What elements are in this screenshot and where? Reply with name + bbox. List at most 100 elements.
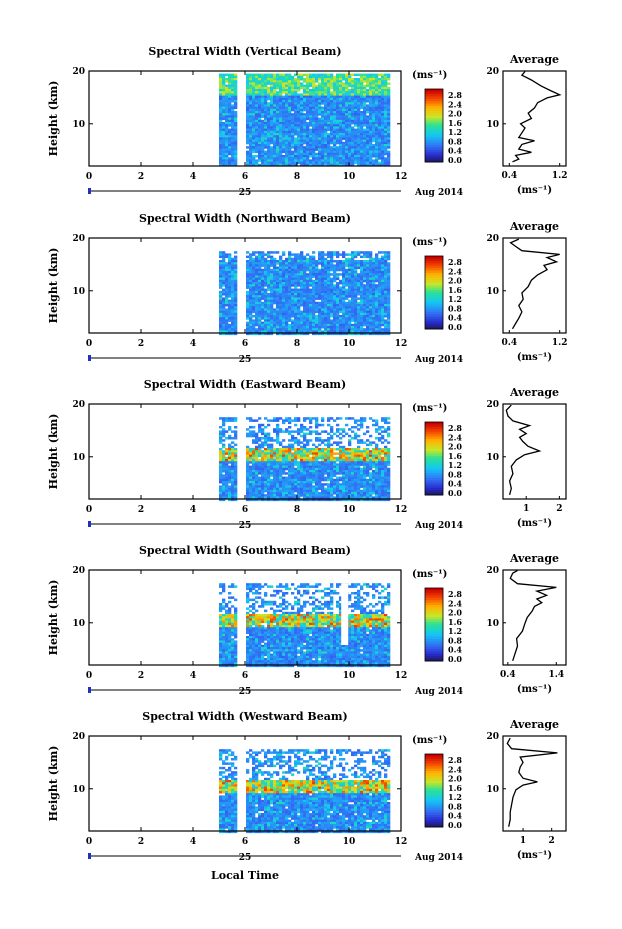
heatmap-cell: [300, 304, 304, 307]
heatmap-cell: [285, 321, 289, 325]
heatmap-cell: [258, 321, 262, 325]
heatmap-cell: [276, 321, 280, 325]
heatmap-cell: [276, 450, 280, 453]
heatmap-cell: [258, 312, 262, 316]
heatmap-cell: [285, 456, 289, 460]
heatmap-cell: [357, 275, 361, 278]
heatmap-cell: [294, 161, 298, 165]
heatmap-cell: [273, 93, 277, 96]
heatmap-cell: [315, 93, 319, 96]
heatmap-cell: [303, 304, 307, 307]
heatmap-cell: [387, 293, 391, 296]
heatmap-cell: [276, 310, 280, 314]
heatmap-cell: [264, 260, 268, 263]
heatmap-cell: [288, 312, 292, 316]
heatmap-cell: [303, 102, 307, 105]
heatmap-cell: [255, 260, 259, 263]
heatmap-cell: [231, 332, 235, 336]
heatmap-cell: [342, 326, 346, 329]
heatmap-cell: [372, 423, 376, 427]
heatmap-cell: [258, 293, 262, 296]
heatmap-cell: [288, 122, 292, 125]
heatmap-cell: [246, 78, 250, 81]
heatmap-cell: [369, 308, 373, 311]
heatmap-cell: [273, 108, 277, 112]
heatmap-cell: [315, 75, 319, 79]
heatmap-cell: [270, 419, 274, 422]
heatmap-cell: [249, 104, 253, 107]
heatmap-cell: [270, 152, 274, 156]
heatmap-cell: [381, 306, 385, 309]
heatmap-cell: [285, 155, 289, 158]
heatmap-cell: [321, 271, 325, 274]
heatmap-cell: [375, 271, 379, 274]
colorbar-swatch: [425, 285, 443, 289]
heatmap-cell: [327, 152, 331, 156]
heatmap-cell: [279, 282, 283, 285]
heatmap-cell: [267, 128, 271, 132]
heatmap-cell: [231, 97, 235, 101]
heatmap-cell: [372, 459, 376, 462]
heatmap-cell: [348, 275, 352, 278]
heatmap-cell: [222, 73, 226, 77]
y-axis-label: Height (km): [47, 81, 60, 157]
heatmap-cell: [372, 139, 376, 143]
heatmap-cell: [222, 97, 226, 101]
heatmap-cell: [261, 456, 265, 460]
heatmap-cell: [255, 128, 259, 132]
heatmap-cell: [333, 93, 337, 96]
heatmap-cell: [321, 163, 325, 167]
heatmap-cell: [327, 319, 331, 322]
heatmap-cell: [267, 106, 271, 110]
heatmap-cell: [321, 297, 325, 300]
heatmap-cell: [291, 310, 295, 314]
heatmap-cell: [258, 301, 262, 305]
heatmap-cell: [354, 301, 358, 305]
heatmap-cell: [366, 255, 370, 259]
heatmap-cell: [231, 108, 235, 112]
heatmap-cell: [309, 317, 313, 320]
heatmap-cell: [231, 260, 235, 263]
heatmap-cell: [342, 119, 346, 123]
heatmap-cell: [366, 321, 370, 325]
heatmap-cell: [372, 266, 376, 270]
heatmap-cell: [330, 290, 334, 294]
heatmap-cell: [288, 268, 292, 272]
heatmap-cell: [333, 312, 337, 316]
heatmap-cell: [312, 268, 316, 272]
heatmap-cell: [372, 113, 376, 116]
heatmap-cell: [309, 95, 313, 99]
heatmap-cell: [375, 119, 379, 123]
heatmap-cell: [357, 159, 361, 162]
heatmap-cell: [288, 159, 292, 162]
heatmap-cell: [363, 141, 367, 145]
heatmap-cell: [309, 432, 313, 436]
heatmap-cell: [249, 286, 253, 289]
heatmap-cell: [225, 430, 229, 433]
heatmap-cell: [321, 93, 325, 96]
heatmap-cell: [378, 326, 382, 329]
heatmap-cell: [318, 159, 322, 162]
heatmap-cell: [384, 84, 388, 88]
heatmap-cell: [348, 144, 352, 147]
heatmap-cell: [357, 264, 361, 267]
heatmap-cell: [375, 126, 379, 129]
heatmap-cell: [366, 319, 370, 322]
heatmap-cell: [303, 323, 307, 327]
heatmap-cell: [276, 423, 280, 427]
heatmap-cell: [333, 102, 337, 105]
heatmap-cell: [255, 135, 259, 138]
heatmap-cell: [291, 277, 295, 281]
heatmap-cell: [297, 321, 301, 325]
heatmap-cell: [378, 257, 382, 261]
heatmap-cell: [300, 277, 304, 281]
heatmap-cell: [387, 152, 391, 156]
heatmap-cell: [279, 260, 283, 263]
heatmap-cell: [348, 434, 352, 438]
heatmap-cell: [285, 284, 289, 287]
heatmap-cell: [252, 78, 256, 81]
heatmap-cell: [381, 264, 385, 267]
heatmap-cell: [219, 161, 223, 165]
heatmap-cell: [381, 323, 385, 327]
heatmap-cell: [342, 434, 346, 438]
